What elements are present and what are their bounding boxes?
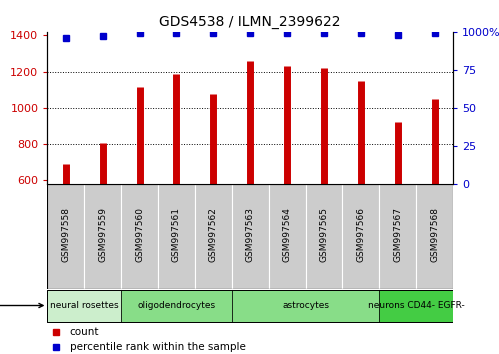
Bar <box>158 184 195 289</box>
Text: percentile rank within the sample: percentile rank within the sample <box>70 342 246 352</box>
Text: neural rosettes: neural rosettes <box>50 301 119 310</box>
Text: GSM997563: GSM997563 <box>246 207 255 262</box>
Text: neurons CD44- EGFR-: neurons CD44- EGFR- <box>368 301 465 310</box>
Bar <box>195 184 232 289</box>
Bar <box>47 290 121 322</box>
Text: oligodendrocytes: oligodendrocytes <box>137 301 216 310</box>
Bar <box>379 290 453 322</box>
Bar <box>47 184 84 289</box>
Text: GSM997566: GSM997566 <box>356 207 365 262</box>
Bar <box>232 290 379 322</box>
Text: GSM997558: GSM997558 <box>61 207 70 262</box>
Bar <box>379 184 416 289</box>
Text: GSM997561: GSM997561 <box>172 207 181 262</box>
Text: cell type: cell type <box>0 301 43 310</box>
Bar <box>121 290 232 322</box>
Bar <box>121 184 158 289</box>
Text: GSM997564: GSM997564 <box>282 207 291 262</box>
Bar <box>84 184 121 289</box>
Text: GSM997560: GSM997560 <box>135 207 144 262</box>
Bar <box>305 184 342 289</box>
Bar <box>416 184 453 289</box>
Text: GSM997565: GSM997565 <box>319 207 328 262</box>
Bar <box>268 184 305 289</box>
Title: GDS4538 / ILMN_2399622: GDS4538 / ILMN_2399622 <box>160 16 341 29</box>
Bar <box>342 184 379 289</box>
Bar <box>232 184 268 289</box>
Text: astrocytes: astrocytes <box>282 301 329 310</box>
Text: GSM997568: GSM997568 <box>430 207 439 262</box>
Text: count: count <box>70 327 99 337</box>
Text: GSM997559: GSM997559 <box>98 207 107 262</box>
Text: GSM997562: GSM997562 <box>209 207 218 262</box>
Text: GSM997567: GSM997567 <box>393 207 402 262</box>
